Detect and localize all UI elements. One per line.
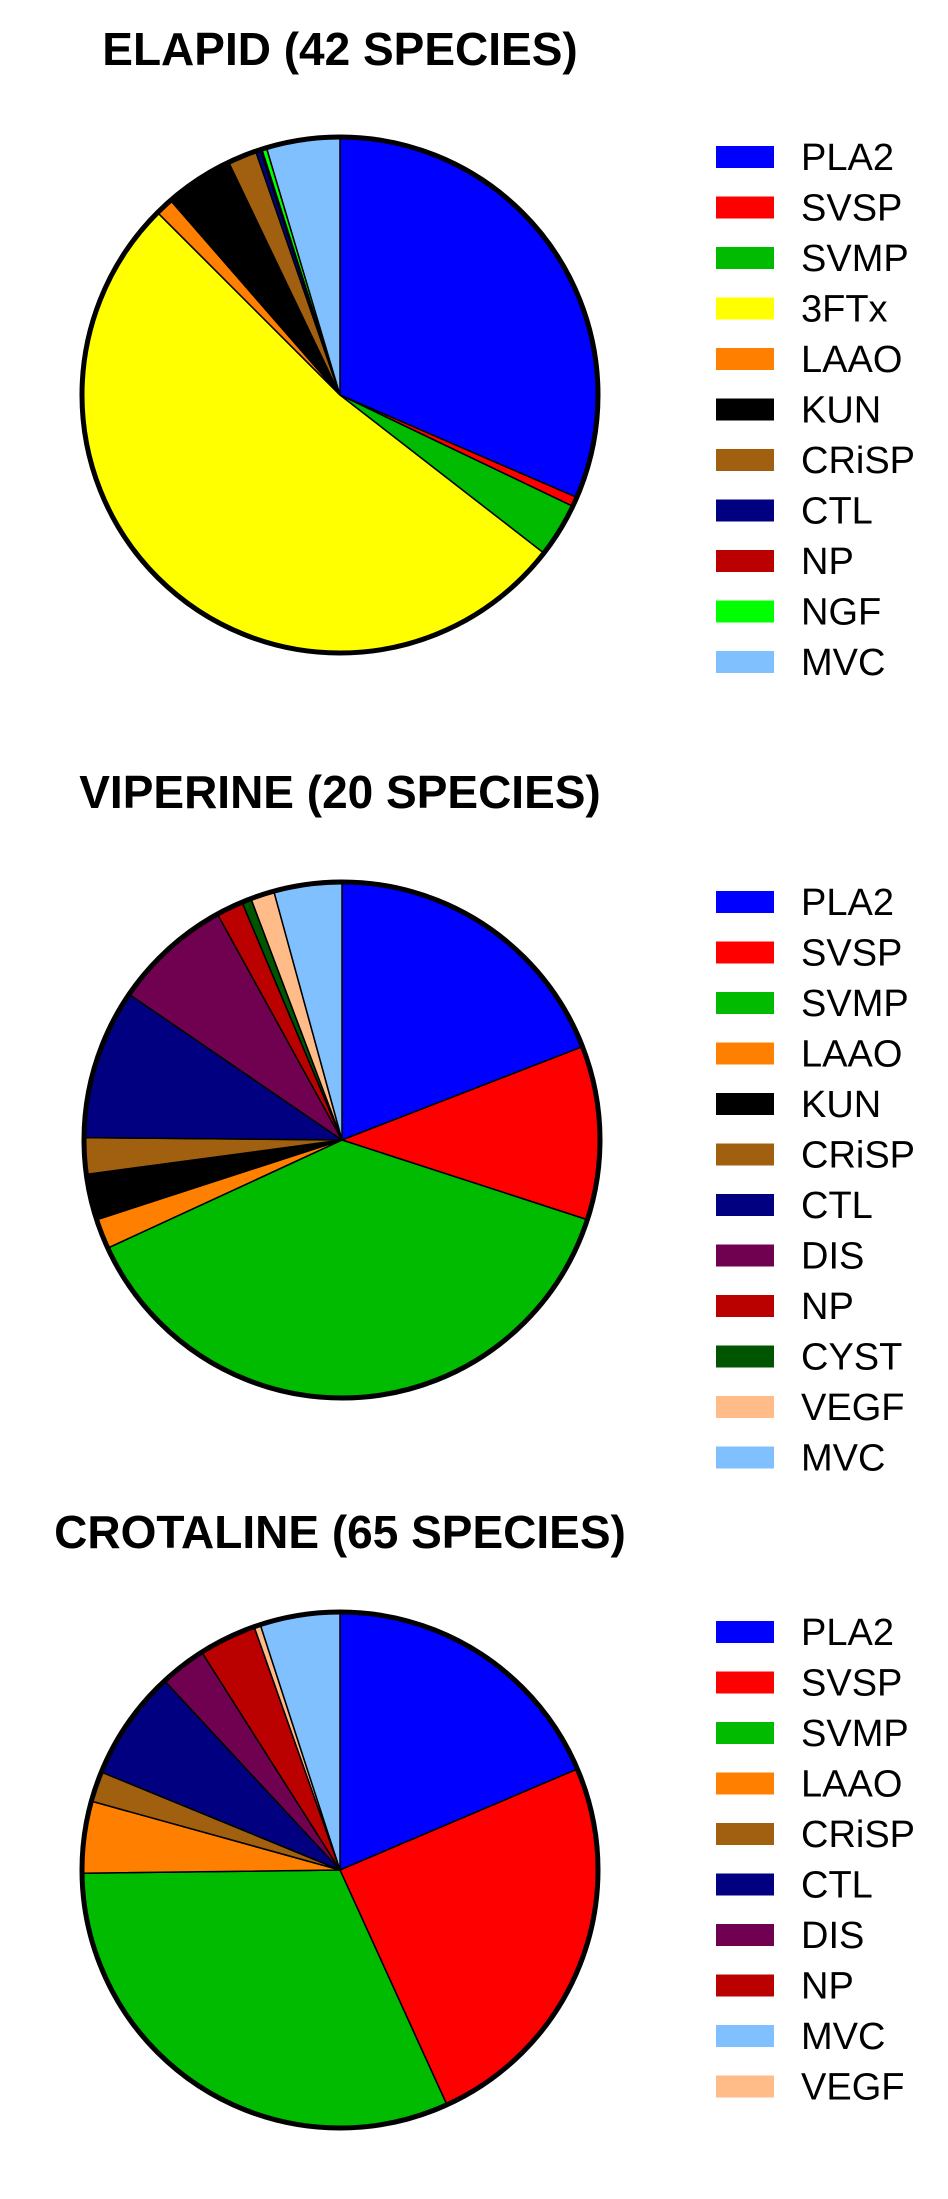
legend-swatch-pla2 (716, 891, 774, 913)
legend-swatch-svsp (716, 1671, 774, 1694)
legend-swatch-kun (716, 1093, 774, 1115)
legend-swatch-3ftx (716, 297, 774, 320)
legend-label-cyst: CYST (801, 1337, 902, 1379)
legend-label-ctl: CTL (801, 491, 873, 533)
legend-swatch-np (716, 1295, 774, 1317)
legend-label-3ftx: 3FTx (801, 289, 888, 331)
legend-label-svsp: SVSP (801, 1663, 902, 1705)
legend-label-dis: DIS (801, 1915, 864, 1957)
legend-swatch-vegf (716, 1396, 774, 1418)
legend-swatch-pla2 (716, 146, 774, 168)
legend-label-np: NP (801, 1966, 854, 2008)
legend-swatch-laao (716, 1042, 774, 1065)
legend-swatch-svmp (716, 992, 774, 1014)
legend-swatch-pla2 (716, 1621, 774, 1643)
legend-label-svmp: SVMP (801, 983, 909, 1025)
legend-swatch-laao (716, 1772, 774, 1795)
legend-label-vegf: VEGF (801, 1387, 904, 1429)
legend-label-vegf: VEGF (801, 2067, 904, 2109)
legend-label-pla2: PLA2 (801, 1612, 894, 1654)
legend-swatch-svsp (716, 196, 774, 219)
legend-label-np: NP (801, 1286, 854, 1328)
chart-title: ELAPID (42 SPECIES) (102, 23, 577, 75)
legend-label-laao: LAAO (801, 339, 902, 381)
legend-label-laao: LAAO (801, 1764, 902, 1806)
chart-1: ELAPID (42 SPECIES) PLA2 SVSP SVMP 3FTx LAAO K… (79, 23, 915, 684)
legend-label-ctl: CTL (801, 1865, 873, 1907)
legend: PLA2 SVSP SVMP LAAO CRiSP CTL DIS NP MVC VEGF (716, 1612, 915, 2109)
legend-swatch-mvc (716, 1446, 774, 1469)
legend-swatch-svmp (716, 1722, 774, 1744)
legend-label-ngf: NGF (801, 592, 881, 634)
chart-2: VIPERINE (20 SPECIES) PLA2 SVSP SVMP LAAO KUN… (79, 766, 915, 1480)
pie-outline (79, 1609, 601, 2131)
legend-label-dis: DIS (801, 1236, 864, 1278)
legend-swatch-svmp (716, 247, 774, 269)
legend-label-svmp: SVMP (801, 1713, 909, 1755)
legend-label-mvc: MVC (801, 2016, 885, 2058)
legend-label-mvc: MVC (801, 642, 885, 684)
legend-label-kun: KUN (801, 1084, 881, 1126)
legend-label-svsp: SVSP (801, 188, 902, 230)
pie (81, 879, 603, 1401)
chart-3: CROTALINE (65 SPECIES) PLA2 SVSP SVMP LAAO CR… (54, 1506, 915, 2131)
legend: PLA2 SVSP SVMP 3FTx LAAO KUN CRiSP CTL NP NGF MVC (716, 137, 915, 684)
legend-swatch-laao (716, 348, 774, 370)
legend-swatch-ctl (716, 499, 774, 522)
legend-label-laao: LAAO (801, 1034, 902, 1076)
legend-label-kun: KUN (801, 390, 881, 432)
legend-label-pla2: PLA2 (801, 137, 894, 179)
legend-label-crisp: CRiSP (801, 440, 915, 482)
legend-swatch-cyst (716, 1345, 774, 1368)
legend-swatch-dis (716, 1924, 774, 1946)
legend-swatch-dis (716, 1244, 774, 1267)
pie (79, 134, 601, 656)
legend-swatch-vegf (716, 2075, 774, 2098)
legend-label-svsp: SVSP (801, 933, 902, 975)
legend-swatch-ngf (716, 600, 774, 623)
legend-label-np: NP (801, 541, 854, 583)
legend-swatch-ctl (716, 1194, 774, 1216)
legend-label-ctl: CTL (801, 1185, 873, 1227)
legend-label-mvc: MVC (801, 1438, 885, 1480)
pie (79, 1609, 601, 2131)
legend-label-crisp: CRiSP (801, 1135, 915, 1177)
legend-label-crisp: CRiSP (801, 1814, 915, 1856)
legend-swatch-crisp (716, 449, 774, 471)
legend-swatch-kun (716, 398, 774, 421)
chart-title: CROTALINE (65 SPECIES) (54, 1506, 626, 1558)
legend-label-pla2: PLA2 (801, 882, 894, 924)
legend: PLA2 SVSP SVMP LAAO KUN CRiSP CTL DIS NP CYST VEGF… (716, 882, 915, 1480)
legend-swatch-crisp (716, 1143, 774, 1166)
legend-label-svmp: SVMP (801, 238, 909, 280)
pie-outline (81, 879, 603, 1401)
chart-title: VIPERINE (20 SPECIES) (79, 766, 601, 818)
pie-outline (79, 134, 601, 656)
legend-swatch-svsp (716, 941, 774, 964)
legend-swatch-mvc (716, 2025, 774, 2047)
legend-swatch-np (716, 1974, 774, 1997)
legend-swatch-np (716, 550, 774, 572)
legend-swatch-mvc (716, 651, 774, 673)
legend-swatch-ctl (716, 1873, 774, 1896)
legend-swatch-crisp (716, 1823, 774, 1845)
